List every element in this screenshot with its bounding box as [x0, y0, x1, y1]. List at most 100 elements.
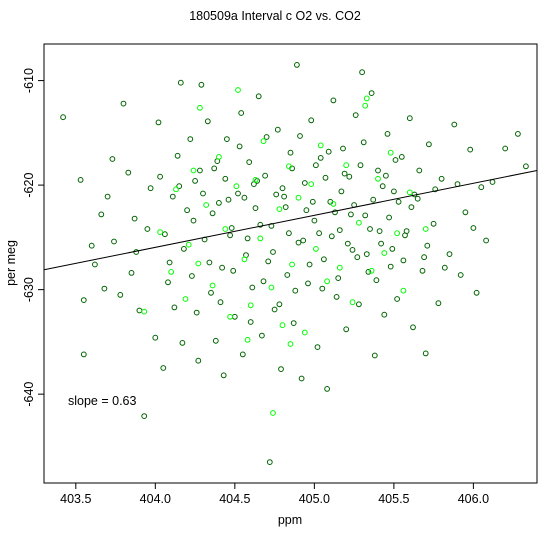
data-point: [249, 284, 256, 291]
plot-frame: [43, 43, 538, 484]
data-point: [343, 326, 350, 333]
data-point: [203, 202, 210, 208]
data-point: [379, 183, 386, 190]
data-point: [343, 162, 350, 169]
data-point: [478, 184, 485, 191]
data-point: [252, 205, 259, 212]
data-point: [336, 264, 343, 271]
data-point: [317, 155, 324, 161]
data-point: [212, 337, 219, 344]
data-point: [408, 204, 415, 211]
data-point: [384, 131, 391, 137]
data-point: [222, 226, 229, 232]
data-point: [367, 226, 373, 232]
data-point: [376, 228, 383, 235]
data-point: [430, 220, 437, 227]
x-axis: 403.5 404.0 404.5 405.0 405.5 406.0: [60, 482, 489, 506]
data-point: [362, 212, 369, 219]
data-point: [422, 226, 429, 232]
data-point: [410, 324, 416, 331]
data-point: [98, 211, 105, 218]
data-point: [270, 410, 276, 416]
data-point: [230, 267, 237, 274]
data-point: [238, 110, 245, 116]
data-point: [398, 154, 405, 160]
data-point: [177, 79, 184, 86]
data-point: [247, 302, 254, 309]
data-point: [462, 209, 469, 216]
data-point: [224, 136, 230, 143]
data-point: [301, 329, 308, 336]
data-point: [279, 322, 286, 329]
data-point: [162, 231, 168, 238]
data-point: [265, 258, 272, 265]
data-point: [441, 264, 448, 271]
data-point: [421, 254, 428, 261]
data-point: [187, 136, 194, 143]
y-tick-label: -610: [22, 68, 36, 93]
data-point: [340, 145, 346, 152]
data-point: [515, 131, 521, 137]
data-point: [268, 284, 275, 291]
data-point: [168, 269, 175, 275]
data-point: [473, 289, 480, 296]
data-point: [297, 133, 303, 139]
data-point: [120, 100, 127, 107]
data-point: [231, 313, 238, 320]
data-point: [241, 256, 248, 263]
data-point: [286, 230, 292, 237]
data-point: [313, 246, 319, 252]
data-point: [354, 254, 361, 261]
y-axis-label: per meg: [4, 240, 18, 286]
data-point: [365, 269, 372, 275]
x-tick-label: 406.0: [458, 492, 489, 506]
data-point: [216, 200, 222, 206]
data-point: [287, 341, 294, 347]
data-point: [446, 251, 453, 258]
data-point: [131, 215, 138, 222]
data-point: [181, 246, 187, 252]
data-point: [260, 278, 267, 285]
data-point: [357, 162, 364, 169]
data-point: [279, 185, 286, 192]
data-point: [228, 225, 235, 231]
data-point: [289, 261, 296, 268]
slope-annotation: slope = 0.63: [68, 394, 137, 408]
data-point: [60, 114, 66, 121]
data-point: [80, 297, 87, 304]
data-point: [328, 233, 335, 240]
data-point: [321, 256, 327, 263]
data-point: [432, 186, 439, 193]
data-point: [451, 121, 458, 128]
data-point: [262, 172, 269, 179]
data-point: [394, 296, 401, 302]
data-point: [319, 285, 326, 292]
data-point: [244, 235, 251, 242]
data-point: [274, 126, 281, 133]
data-point: [400, 287, 407, 294]
data-point: [266, 459, 273, 466]
data-point: [227, 313, 234, 320]
data-point: [211, 165, 218, 172]
data-point: [255, 93, 262, 100]
x-tick-label: 403.5: [60, 492, 91, 506]
data-point: [416, 167, 423, 174]
data-point: [352, 112, 359, 118]
data-point: [206, 259, 213, 266]
data-point: [402, 232, 408, 239]
data-point: [252, 177, 259, 183]
data-point: [208, 289, 214, 296]
data-point: [152, 334, 159, 341]
data-point: [197, 104, 203, 111]
data-point: [489, 179, 496, 185]
data-point: [523, 163, 529, 170]
data-point: [80, 351, 87, 358]
data-point: [239, 351, 246, 358]
data-point: [373, 277, 380, 284]
data-point: [241, 194, 248, 201]
data-point: [338, 188, 345, 195]
data-point: [287, 149, 294, 156]
data-point: [104, 193, 111, 200]
data-point: [125, 169, 132, 176]
data-point: [236, 143, 243, 150]
